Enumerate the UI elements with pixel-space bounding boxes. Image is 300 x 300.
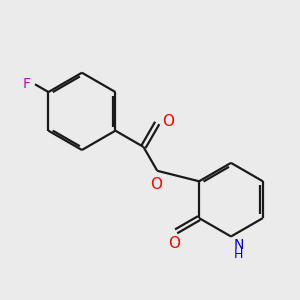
Text: H: H [234, 248, 243, 260]
Text: O: O [168, 236, 180, 251]
Text: F: F [22, 77, 31, 91]
Text: O: O [162, 114, 174, 129]
Text: N: N [234, 238, 244, 252]
Text: O: O [151, 177, 163, 192]
